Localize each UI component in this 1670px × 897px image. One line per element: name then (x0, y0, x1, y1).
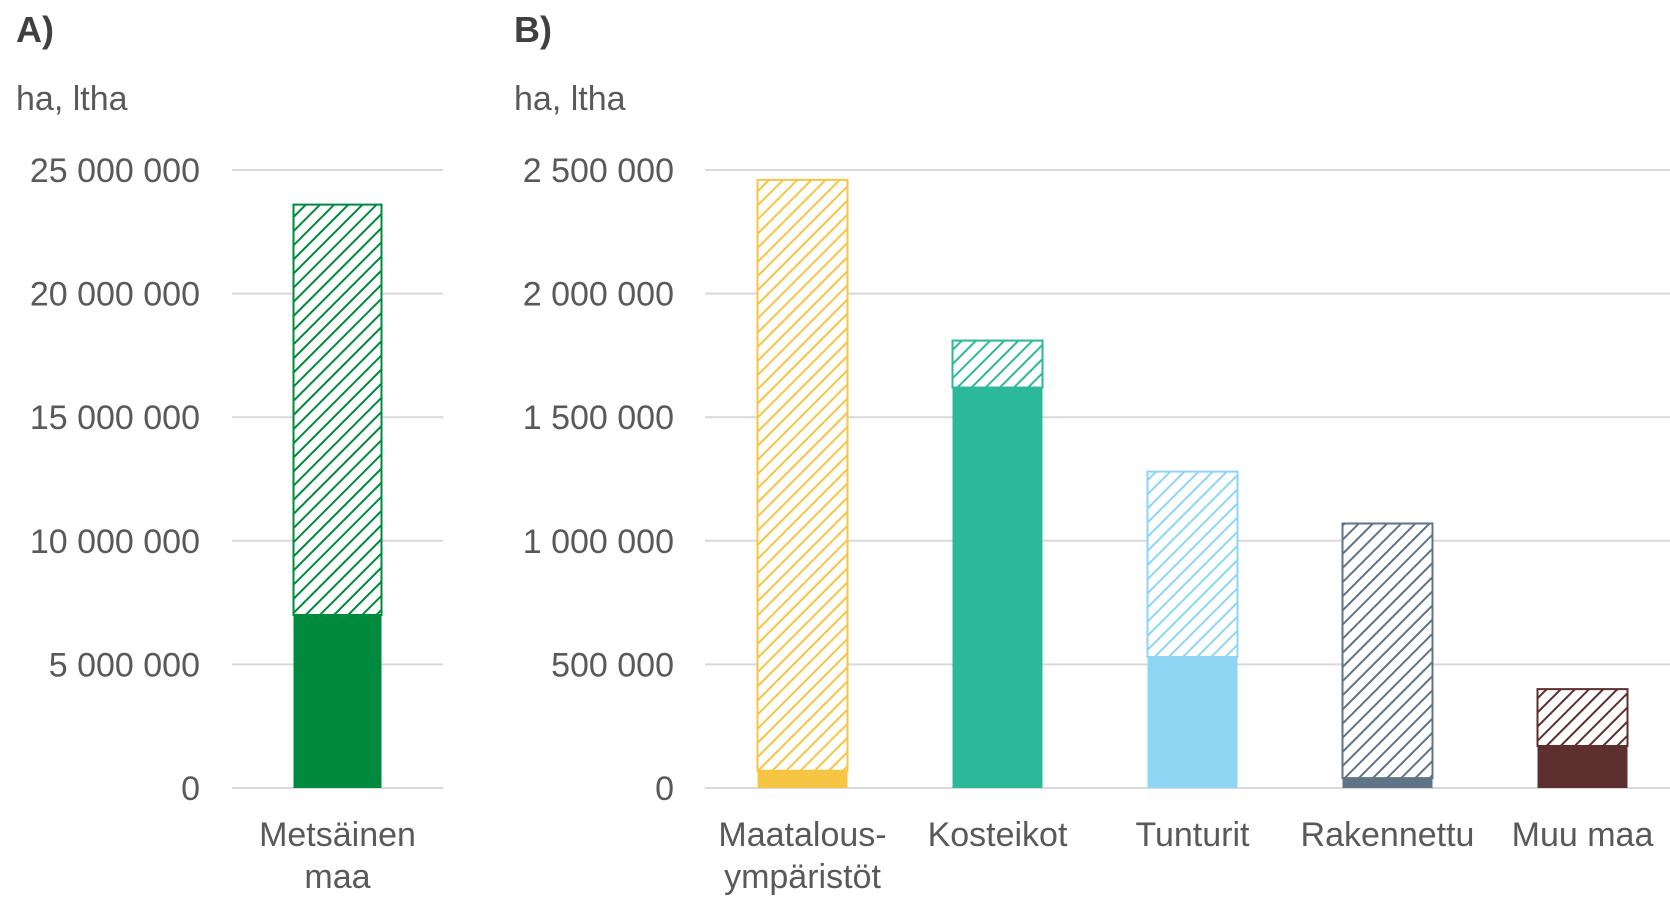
bar-solid-segment (1537, 745, 1628, 788)
panel-a-unit-label: ha, ltha (16, 80, 128, 118)
bar-solid-segment (1147, 656, 1238, 788)
bar-hatched-segment (951, 339, 1044, 389)
y-tick-label: 1 500 000 (523, 399, 674, 437)
category-label: Metsäinen maa (259, 816, 416, 896)
category-label: Muu maa (1512, 816, 1654, 854)
y-tick-label: 5 000 000 (49, 646, 200, 684)
bar-hatched-segment (1536, 688, 1629, 747)
bar-hatched-segment (756, 178, 849, 772)
y-tick-label: 500 000 (551, 646, 674, 684)
y-tick-label: 1 000 000 (523, 523, 674, 561)
y-tick-label: 0 (181, 770, 200, 808)
y-tick-label: 20 000 000 (30, 276, 200, 314)
bar-hatched-segment (1146, 470, 1239, 658)
panel-a-bars (292, 203, 383, 788)
y-tick-label: 2 500 000 (523, 152, 674, 190)
category-label: Maatalous-ympäristöt (718, 816, 886, 896)
y-tick-label: 0 (655, 770, 674, 808)
panel-b-y-tick-labels: 0 500 000 1 000 000 1 500 000 2 000 000 2 500… (523, 152, 674, 808)
bar-hatched-segment (1341, 522, 1434, 780)
panel-b-unit-label: ha, ltha (514, 80, 626, 118)
category-label: Kosteikot (928, 816, 1068, 854)
y-tick-label: 2 000 000 (523, 276, 674, 314)
bar-solid-segment (952, 387, 1043, 788)
panel-a-chart: A) ha, ltha 0 5 000 000 10 000 000 15 000 0… (16, 9, 443, 896)
bar-solid-segment (293, 614, 382, 788)
panel-a-category-labels: Metsäinen maa (259, 816, 416, 896)
category-label: Tunturit (1135, 816, 1250, 854)
panel-a-label: A) (16, 9, 54, 50)
y-tick-label: 25 000 000 (30, 152, 200, 190)
bar-hatched-segment (292, 203, 383, 616)
bar-solid-segment (1342, 778, 1433, 788)
panel-a-y-tick-labels: 0 5 000 000 10 000 000 15 000 000 20 000 000… (30, 152, 200, 808)
category-label: Rakennettu (1301, 816, 1475, 854)
panel-b-label: B) (514, 9, 552, 50)
bar-solid-segment (757, 770, 848, 788)
panel-b-bars (756, 178, 1629, 788)
panel-b-chart: B) ha, ltha 0 500 000 1 000 000 1 500 000 2 … (514, 9, 1670, 896)
panel-b-category-labels: Maatalous-ympäristöt Kosteikot Tunturit Rak… (718, 816, 1653, 896)
y-tick-label: 15 000 000 (30, 399, 200, 437)
y-tick-label: 10 000 000 (30, 523, 200, 561)
